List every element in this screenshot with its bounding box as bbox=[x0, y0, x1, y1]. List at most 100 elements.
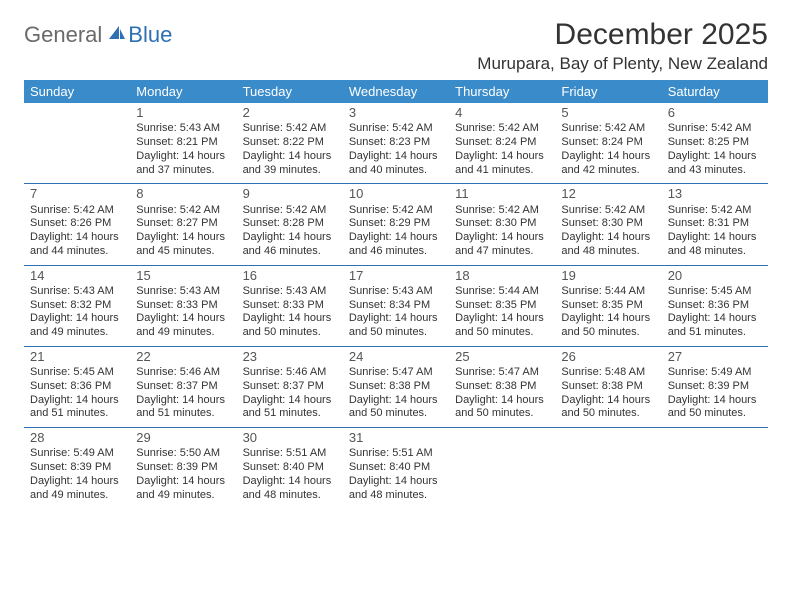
daylight-text: Daylight: 14 hours bbox=[243, 312, 337, 326]
sunset-text: Sunset: 8:39 PM bbox=[668, 380, 762, 394]
day-number: 1 bbox=[136, 105, 230, 121]
sunset-text: Sunset: 8:24 PM bbox=[561, 136, 655, 150]
calendar-day-cell: 9 Sunrise: 5:42 AMSunset: 8:28 PMDaylight… bbox=[237, 184, 343, 265]
calendar-header-row: SundayMondayTuesdayWednesdayThursdayFrid… bbox=[24, 80, 768, 103]
calendar-day-cell bbox=[24, 103, 130, 184]
sunrise-text: Sunrise: 5:50 AM bbox=[136, 447, 230, 461]
day-number: 18 bbox=[455, 268, 549, 284]
calendar-day-cell: 16Sunrise: 5:43 AMSunset: 8:33 PMDayligh… bbox=[237, 265, 343, 346]
calendar-day-cell: 29Sunrise: 5:50 AMSunset: 8:39 PMDayligh… bbox=[130, 428, 236, 509]
calendar-day-cell: 31Sunrise: 5:51 AMSunset: 8:40 PMDayligh… bbox=[343, 428, 449, 509]
daylight-text: Daylight: 14 hours bbox=[668, 394, 762, 408]
sunrise-text: Sunrise: 5:42 AM bbox=[243, 204, 337, 218]
daylight-text: Daylight: 14 hours bbox=[136, 150, 230, 164]
daylight-text: and 50 minutes. bbox=[349, 407, 443, 421]
month-title: December 2025 bbox=[477, 18, 768, 52]
sunrise-text: Sunrise: 5:51 AM bbox=[243, 447, 337, 461]
day-number: 3 bbox=[349, 105, 443, 121]
daylight-text: and 44 minutes. bbox=[30, 245, 124, 259]
daylight-text: Daylight: 14 hours bbox=[30, 312, 124, 326]
calendar-day-cell: 17Sunrise: 5:43 AMSunset: 8:34 PMDayligh… bbox=[343, 265, 449, 346]
sunset-text: Sunset: 8:38 PM bbox=[455, 380, 549, 394]
daylight-text: and 43 minutes. bbox=[668, 164, 762, 178]
sunrise-text: Sunrise: 5:49 AM bbox=[668, 366, 762, 380]
sunrise-text: Sunrise: 5:42 AM bbox=[349, 122, 443, 136]
sunrise-text: Sunrise: 5:42 AM bbox=[455, 204, 549, 218]
sunset-text: Sunset: 8:33 PM bbox=[136, 299, 230, 313]
daylight-text: and 50 minutes. bbox=[561, 326, 655, 340]
daylight-text: Daylight: 14 hours bbox=[136, 475, 230, 489]
calendar-day-cell: 4Sunrise: 5:42 AMSunset: 8:24 PMDaylight… bbox=[449, 103, 555, 184]
header: General Blue December 2025 Murupara, Bay… bbox=[24, 18, 768, 74]
sunset-text: Sunset: 8:38 PM bbox=[561, 380, 655, 394]
weekday-header: Sunday bbox=[24, 80, 130, 103]
daylight-text: Daylight: 14 hours bbox=[243, 475, 337, 489]
daylight-text: and 41 minutes. bbox=[455, 164, 549, 178]
daylight-text: Daylight: 14 hours bbox=[455, 312, 549, 326]
sunrise-text: Sunrise: 5:51 AM bbox=[349, 447, 443, 461]
calendar-week-row: 28Sunrise: 5:49 AMSunset: 8:39 PMDayligh… bbox=[24, 428, 768, 509]
day-number: 19 bbox=[561, 268, 655, 284]
day-number: 20 bbox=[668, 268, 762, 284]
calendar-day-cell: 10Sunrise: 5:42 AMSunset: 8:29 PMDayligh… bbox=[343, 184, 449, 265]
day-number: 4 bbox=[455, 105, 549, 121]
daylight-text: and 50 minutes. bbox=[349, 326, 443, 340]
calendar-day-cell bbox=[662, 428, 768, 509]
daylight-text: and 50 minutes. bbox=[561, 407, 655, 421]
sunset-text: Sunset: 8:37 PM bbox=[136, 380, 230, 394]
sunrise-text: Sunrise: 5:44 AM bbox=[455, 285, 549, 299]
calendar-day-cell: 24Sunrise: 5:47 AMSunset: 8:38 PMDayligh… bbox=[343, 346, 449, 427]
daylight-text: and 39 minutes. bbox=[243, 164, 337, 178]
day-number: 16 bbox=[243, 268, 337, 284]
day-number: 13 bbox=[668, 186, 762, 202]
calendar-day-cell: 11Sunrise: 5:42 AMSunset: 8:30 PMDayligh… bbox=[449, 184, 555, 265]
sunset-text: Sunset: 8:30 PM bbox=[561, 217, 655, 231]
calendar-day-cell: 23Sunrise: 5:46 AMSunset: 8:37 PMDayligh… bbox=[237, 346, 343, 427]
sunset-text: Sunset: 8:40 PM bbox=[349, 461, 443, 475]
daylight-text: Daylight: 14 hours bbox=[668, 150, 762, 164]
calendar-day-cell: 5Sunrise: 5:42 AMSunset: 8:24 PMDaylight… bbox=[555, 103, 661, 184]
calendar-day-cell: 1Sunrise: 5:43 AMSunset: 8:21 PMDaylight… bbox=[130, 103, 236, 184]
daylight-text: Daylight: 14 hours bbox=[455, 231, 549, 245]
sunset-text: Sunset: 8:36 PM bbox=[30, 380, 124, 394]
day-number: 15 bbox=[136, 268, 230, 284]
sunset-text: Sunset: 8:32 PM bbox=[30, 299, 124, 313]
daylight-text: Daylight: 14 hours bbox=[349, 231, 443, 245]
daylight-text: Daylight: 14 hours bbox=[455, 394, 549, 408]
daylight-text: and 50 minutes. bbox=[243, 326, 337, 340]
sunrise-text: Sunrise: 5:42 AM bbox=[561, 122, 655, 136]
daylight-text: Daylight: 14 hours bbox=[243, 231, 337, 245]
daylight-text: and 48 minutes. bbox=[349, 489, 443, 503]
daylight-text: Daylight: 14 hours bbox=[668, 231, 762, 245]
day-number: 11 bbox=[455, 186, 549, 202]
daylight-text: and 49 minutes. bbox=[136, 326, 230, 340]
day-number: 26 bbox=[561, 349, 655, 365]
daylight-text: and 51 minutes. bbox=[30, 407, 124, 421]
day-number: 9 bbox=[243, 186, 337, 202]
weekday-header: Friday bbox=[555, 80, 661, 103]
sunset-text: Sunset: 8:39 PM bbox=[136, 461, 230, 475]
daylight-text: Daylight: 14 hours bbox=[30, 231, 124, 245]
day-number: 6 bbox=[668, 105, 762, 121]
sunrise-text: Sunrise: 5:42 AM bbox=[30, 204, 124, 218]
daylight-text: and 50 minutes. bbox=[455, 407, 549, 421]
sunset-text: Sunset: 8:33 PM bbox=[243, 299, 337, 313]
sunset-text: Sunset: 8:28 PM bbox=[243, 217, 337, 231]
location: Murupara, Bay of Plenty, New Zealand bbox=[477, 54, 768, 74]
sunset-text: Sunset: 8:22 PM bbox=[243, 136, 337, 150]
sunset-text: Sunset: 8:25 PM bbox=[668, 136, 762, 150]
calendar-day-cell: 8Sunrise: 5:42 AMSunset: 8:27 PMDaylight… bbox=[130, 184, 236, 265]
sunrise-text: Sunrise: 5:47 AM bbox=[349, 366, 443, 380]
daylight-text: Daylight: 14 hours bbox=[561, 312, 655, 326]
sunrise-text: Sunrise: 5:45 AM bbox=[668, 285, 762, 299]
daylight-text: and 46 minutes. bbox=[349, 245, 443, 259]
sunrise-text: Sunrise: 5:42 AM bbox=[668, 204, 762, 218]
daylight-text: Daylight: 14 hours bbox=[349, 150, 443, 164]
calendar-day-cell: 3Sunrise: 5:42 AMSunset: 8:23 PMDaylight… bbox=[343, 103, 449, 184]
sunset-text: Sunset: 8:21 PM bbox=[136, 136, 230, 150]
logo: General Blue bbox=[24, 18, 172, 48]
daylight-text: and 42 minutes. bbox=[561, 164, 655, 178]
daylight-text: and 48 minutes. bbox=[243, 489, 337, 503]
daylight-text: and 48 minutes. bbox=[561, 245, 655, 259]
weekday-header: Thursday bbox=[449, 80, 555, 103]
